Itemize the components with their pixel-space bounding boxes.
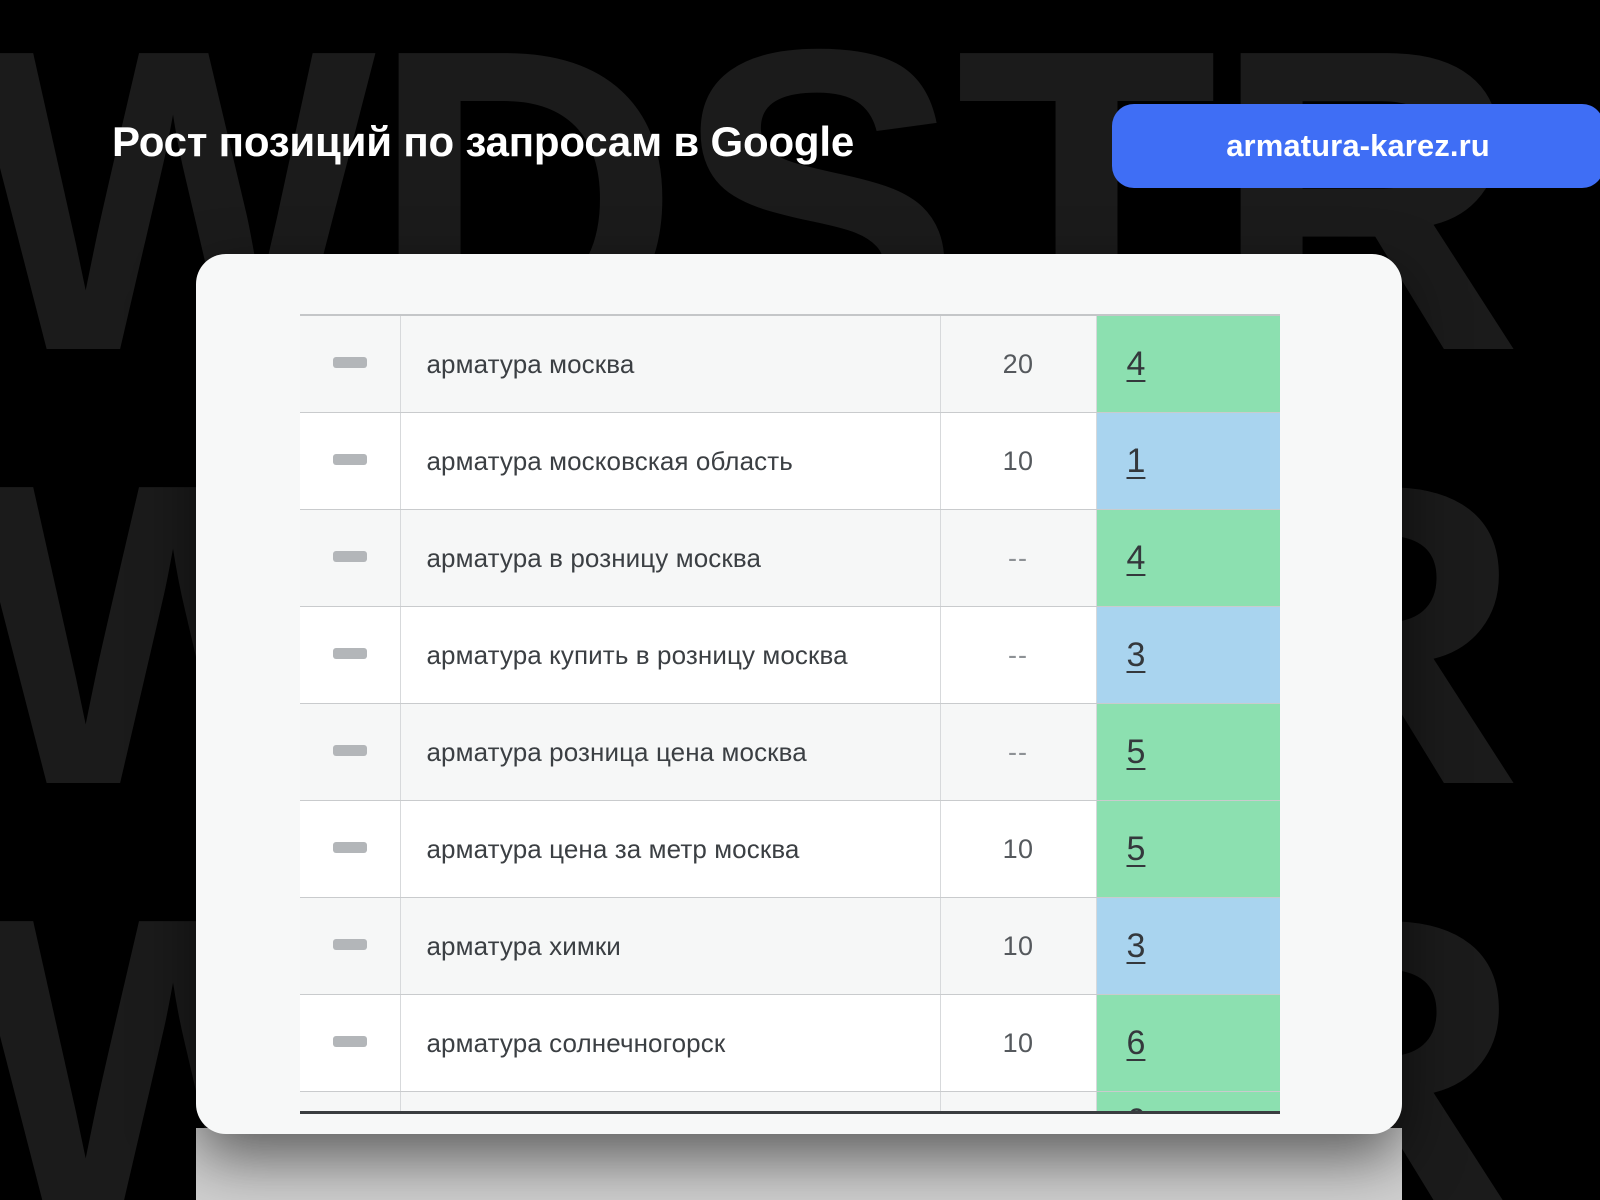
position-cell: 3 bbox=[1096, 606, 1280, 704]
table-row[interactable]: арматура розница цена москва -- 5 bbox=[300, 703, 1280, 801]
position-link[interactable]: 6 bbox=[1127, 1102, 1146, 1111]
query-cell bbox=[400, 1091, 941, 1111]
position-highlight: 3 bbox=[1096, 607, 1280, 703]
volume-cell: 10 bbox=[940, 994, 1097, 1092]
position-link[interactable]: 4 bbox=[1126, 344, 1146, 383]
volume-text: -- bbox=[1008, 542, 1028, 573]
query-text: арматура купить в розницу москва bbox=[426, 639, 848, 670]
trend-cell bbox=[300, 509, 401, 607]
position-link[interactable]: 5 bbox=[1126, 829, 1146, 868]
header: Рост позиций по запросам в Google armatu… bbox=[0, 104, 1600, 190]
table-row[interactable]: 6 bbox=[300, 1091, 1280, 1111]
trend-cell bbox=[300, 800, 401, 898]
query-text: арматура химки bbox=[426, 930, 621, 961]
query-cell: арматура москва bbox=[400, 316, 941, 413]
volume-text: -- bbox=[1008, 639, 1028, 670]
query-cell: арматура химки bbox=[400, 897, 941, 995]
volume-cell: 10 bbox=[940, 800, 1097, 898]
table-row[interactable]: арматура в розницу москва -- 4 bbox=[300, 509, 1280, 607]
trend-cell bbox=[300, 994, 401, 1092]
rank-table-wrapper[interactable]: арматура москва 20 4 bbox=[300, 314, 1280, 1114]
volume-text: 10 bbox=[1002, 930, 1034, 961]
position-highlight: 3 bbox=[1096, 898, 1280, 994]
position-cell: 4 bbox=[1096, 316, 1280, 413]
position-cell: 5 bbox=[1096, 800, 1280, 898]
card-base-strip bbox=[196, 1128, 1402, 1200]
dash-icon bbox=[332, 1036, 367, 1047]
volume-cell: 20 bbox=[940, 316, 1097, 413]
table-row[interactable]: арматура цена за метр москва 10 5 bbox=[300, 800, 1280, 898]
position-highlight: 1 bbox=[1096, 413, 1280, 509]
dash-icon bbox=[332, 648, 367, 659]
dash-icon bbox=[332, 745, 367, 756]
volume-cell: 10 bbox=[940, 897, 1097, 995]
dash-icon bbox=[332, 357, 367, 368]
rank-table: арматура москва 20 4 bbox=[300, 316, 1280, 1111]
screenshot-card: арматура москва 20 4 bbox=[196, 254, 1402, 1134]
rank-table-body: арматура москва 20 4 bbox=[300, 316, 1280, 1111]
table-row[interactable]: арматура химки 10 3 bbox=[300, 897, 1280, 995]
query-text: арматура москва bbox=[426, 348, 635, 379]
trend-cell bbox=[300, 897, 401, 995]
volume-cell bbox=[940, 1091, 1097, 1111]
query-cell: арматура розница цена москва bbox=[400, 703, 941, 801]
position-link[interactable]: 5 bbox=[1126, 732, 1146, 771]
position-highlight: 4 bbox=[1096, 316, 1280, 412]
table-row[interactable]: арматура московская область 10 1 bbox=[300, 412, 1280, 510]
volume-cell: -- bbox=[940, 703, 1097, 801]
trend-cell bbox=[300, 412, 401, 510]
volume-cell: 10 bbox=[940, 412, 1097, 510]
domain-badge: armatura-karez.ru bbox=[1112, 104, 1600, 188]
dash-icon bbox=[332, 454, 367, 465]
position-link[interactable]: 3 bbox=[1126, 926, 1146, 965]
position-cell: 3 bbox=[1096, 897, 1280, 995]
volume-text: 10 bbox=[1002, 1027, 1034, 1058]
trend-cell bbox=[300, 703, 401, 801]
position-highlight: 6 bbox=[1096, 1092, 1280, 1111]
query-cell: арматура в розницу москва bbox=[400, 509, 941, 607]
volume-text: 10 bbox=[1002, 445, 1034, 476]
position-highlight: 6 bbox=[1096, 995, 1280, 1091]
position-link[interactable]: 1 bbox=[1126, 441, 1146, 480]
position-highlight: 5 bbox=[1096, 704, 1280, 800]
table-row[interactable]: арматура солнечногорск 10 6 bbox=[300, 994, 1280, 1092]
volume-text: 20 bbox=[1002, 348, 1034, 379]
volume-text: 10 bbox=[1002, 833, 1034, 864]
position-cell: 6 bbox=[1096, 1091, 1280, 1111]
position-cell: 5 bbox=[1096, 703, 1280, 801]
dash-icon bbox=[332, 842, 367, 853]
table-row[interactable]: арматура москва 20 4 bbox=[300, 316, 1280, 413]
query-text: арматура цена за метр москва bbox=[426, 833, 800, 864]
query-text: арматура в розницу москва bbox=[426, 542, 762, 573]
volume-cell: -- bbox=[940, 606, 1097, 704]
query-text: арматура московская область bbox=[426, 445, 793, 476]
query-text: арматура розница цена москва bbox=[426, 736, 807, 767]
query-cell: арматура солнечногорск bbox=[400, 994, 941, 1092]
trend-cell bbox=[300, 1091, 401, 1111]
position-link[interactable]: 4 bbox=[1126, 538, 1146, 577]
volume-cell: -- bbox=[940, 509, 1097, 607]
position-link[interactable]: 6 bbox=[1126, 1023, 1146, 1062]
query-cell: арматура цена за метр москва bbox=[400, 800, 941, 898]
trend-cell bbox=[300, 316, 401, 413]
trend-cell bbox=[300, 606, 401, 704]
position-highlight: 5 bbox=[1096, 801, 1280, 897]
position-cell: 4 bbox=[1096, 509, 1280, 607]
table-row[interactable]: арматура купить в розницу москва -- 3 bbox=[300, 606, 1280, 704]
position-link[interactable]: 3 bbox=[1126, 635, 1146, 674]
position-cell: 6 bbox=[1096, 994, 1280, 1092]
query-cell: арматура московская область bbox=[400, 412, 941, 510]
query-cell: арматура купить в розницу москва bbox=[400, 606, 941, 704]
position-cell: 1 bbox=[1096, 412, 1280, 510]
position-highlight: 4 bbox=[1096, 510, 1280, 606]
query-text: арматура солнечногорск bbox=[426, 1027, 726, 1058]
volume-text: -- bbox=[1008, 736, 1028, 767]
dash-icon bbox=[332, 939, 367, 950]
page-title: Рост позиций по запросам в Google bbox=[112, 118, 854, 165]
dash-icon bbox=[332, 551, 367, 562]
